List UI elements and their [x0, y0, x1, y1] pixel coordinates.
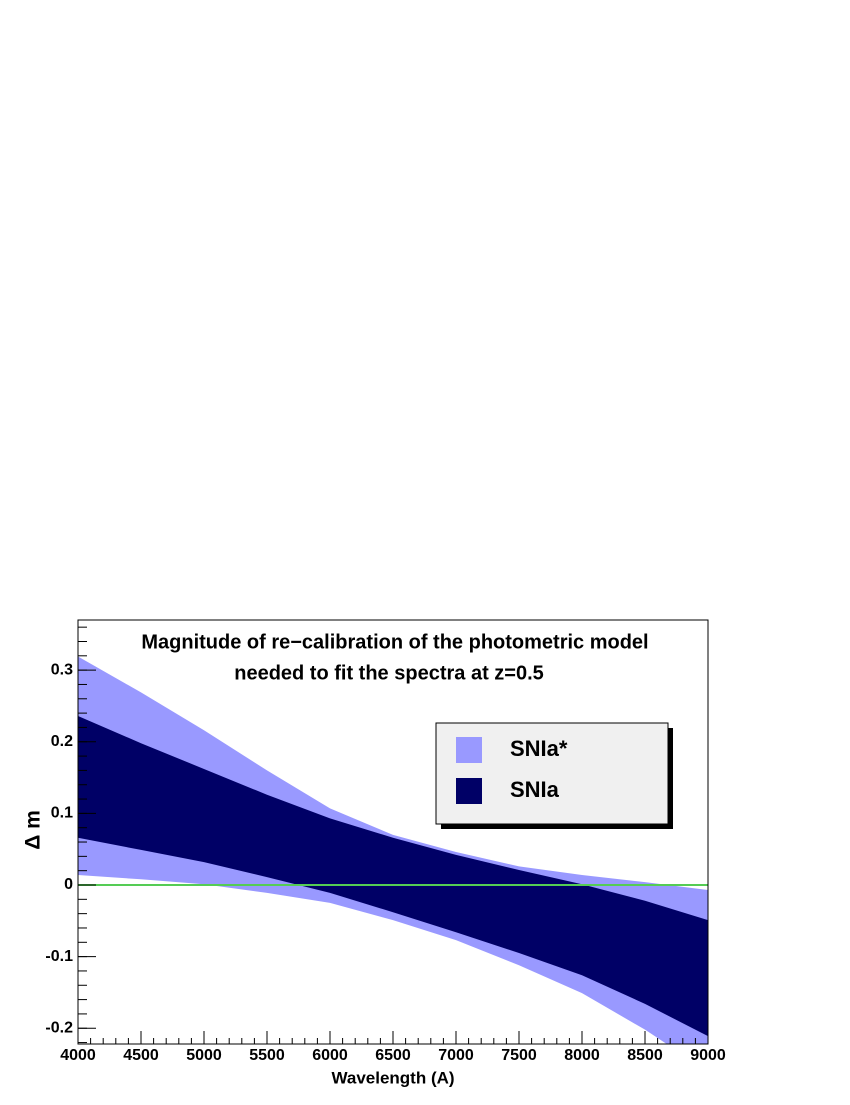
- x-tick-label: 8500: [627, 1047, 663, 1064]
- legend-swatch: [456, 737, 482, 763]
- y-tick-label: 0.1: [51, 805, 73, 822]
- x-tick-label: 6500: [375, 1047, 411, 1064]
- x-tick-label: 4500: [123, 1047, 159, 1064]
- x-tick-label: 8000: [564, 1047, 600, 1064]
- y-tick-label: 0.2: [51, 733, 73, 750]
- y-tick-label: -0.1: [45, 948, 73, 965]
- legend-label: SNIa: [510, 777, 560, 802]
- y-tick-label: 0: [64, 876, 73, 893]
- chart-title: needed to fit the spectra at z=0.5: [234, 662, 544, 684]
- x-tick-label: 9000: [690, 1047, 726, 1064]
- plot-area: [78, 656, 708, 1044]
- x-tick-label: 7000: [438, 1047, 474, 1064]
- y-tick-label: -0.2: [45, 1019, 73, 1036]
- y-axis-label: Δ m: [22, 810, 45, 850]
- x-tick-label: 5500: [249, 1047, 285, 1064]
- x-tick-label: 4000: [60, 1047, 96, 1064]
- y-tick-label: 0.3: [51, 661, 73, 678]
- x-tick-label: 7500: [501, 1047, 537, 1064]
- legend-label: SNIa*: [510, 736, 568, 761]
- legend-swatch: [456, 778, 482, 804]
- x-tick-label: 5000: [186, 1047, 222, 1064]
- chart-title: Magnitude of re−calibration of the photo…: [141, 631, 648, 653]
- band: [78, 715, 708, 1037]
- x-axis-label: Wavelength (A): [331, 1068, 454, 1087]
- x-tick-label: 6000: [312, 1047, 348, 1064]
